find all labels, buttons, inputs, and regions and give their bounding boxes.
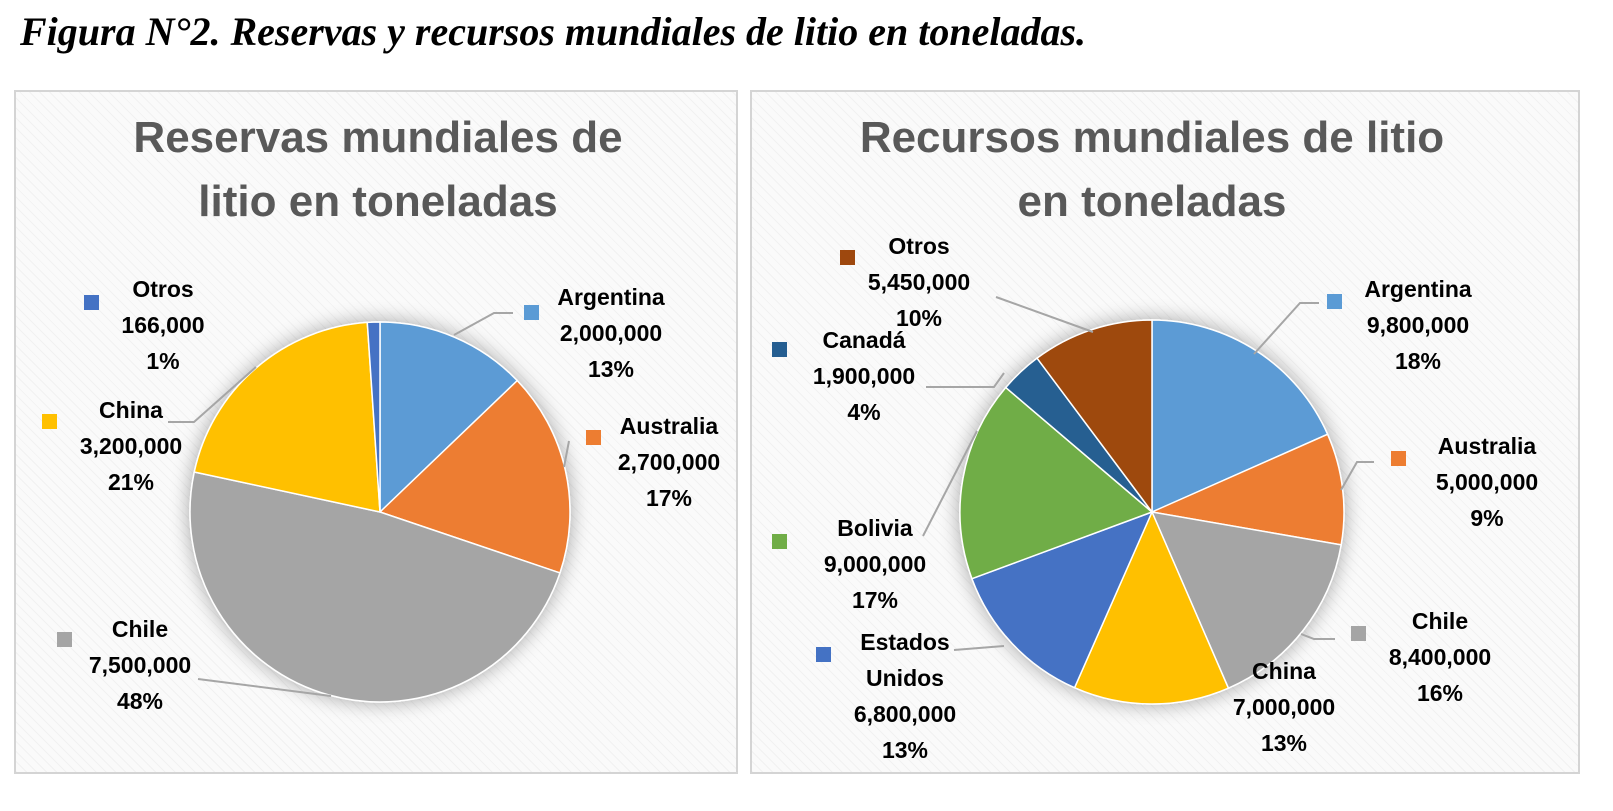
- chart-title-line: Reservas mundiales de: [133, 113, 622, 162]
- data-label-value-australia: 2,700,000: [618, 449, 720, 475]
- data-label-percent-argentina: 13%: [588, 356, 634, 382]
- data-label-name-estados-unidos: Unidos: [866, 665, 944, 691]
- legend-marker-china: [42, 414, 57, 429]
- data-label-percent-china: 21%: [108, 469, 154, 495]
- pie-slice-estados-unidos: [970, 510, 1154, 689]
- data-label-percent-china: 13%: [1261, 730, 1307, 756]
- leader-line-australia: [563, 440, 570, 468]
- chart-title-line: Recursos mundiales de litio: [860, 113, 1444, 162]
- data-label-percent-estados-unidos: 13%: [882, 737, 928, 763]
- leader-line-argentina: [1253, 302, 1319, 355]
- legend-marker-otros: [840, 250, 855, 265]
- legend-marker-australia: [586, 430, 601, 445]
- pie-slice-china: [1073, 510, 1230, 705]
- pie-slice-chile: [1150, 511, 1343, 690]
- chart-title-line: litio en toneladas: [198, 177, 557, 226]
- data-label-percent-australia: 9%: [1470, 505, 1503, 531]
- recursos-pie-chart: Recursos mundiales de litio en toneladas A…: [772, 113, 1538, 763]
- data-label-value-otros: 5,450,000: [868, 269, 970, 295]
- pie-slice-bolivia: [959, 386, 1154, 580]
- data-label-value-chile: 8,400,000: [1389, 644, 1491, 670]
- legend-marker-chile: [1351, 626, 1366, 641]
- legend-marker-estados-unidos: [816, 647, 831, 662]
- data-label-percent-chile: 16%: [1417, 680, 1463, 706]
- data-label-name-china: China: [99, 397, 163, 423]
- pie-slice-australia: [378, 379, 571, 574]
- data-label-name-otros: Otros: [888, 233, 949, 259]
- data-label-value-argentina: 9,800,000: [1367, 312, 1469, 338]
- reservas-chart-panel: Reservas mundiales de litio en toneladas A…: [14, 90, 738, 774]
- data-label-value-chile: 7,500,000: [89, 652, 191, 678]
- legend-marker-chile: [57, 632, 72, 647]
- legend-marker-argentina: [1327, 294, 1342, 309]
- data-label-value-argentina: 2,000,000: [560, 320, 662, 346]
- data-label-percent-chile: 48%: [117, 688, 163, 714]
- data-label-name-australia: Australia: [620, 413, 719, 439]
- figure-title: Figura N°2. Reservas y recursos mundiale…: [20, 9, 1087, 54]
- leader-line-canada: [926, 372, 1005, 388]
- data-label-name-australia: Australia: [1438, 433, 1537, 459]
- leader-line-bolivia: [922, 430, 978, 537]
- leader-line-estados-unidos: [953, 645, 1005, 651]
- data-label-name-canada: Canadá: [822, 327, 905, 353]
- data-label-percent-argentina: 18%: [1395, 348, 1441, 374]
- data-label-value-china: 3,200,000: [80, 433, 182, 459]
- data-label-name-chile: Chile: [1412, 608, 1468, 634]
- chart-title-line: en toneladas: [1018, 177, 1287, 226]
- leader-line-australia: [1340, 461, 1374, 491]
- pie-slice-otros: [366, 321, 381, 513]
- data-label-name-argentina: Argentina: [1364, 276, 1472, 302]
- leader-line-chile: [197, 678, 332, 697]
- data-label-value-china: 7,000,000: [1233, 694, 1335, 720]
- data-label-name-argentina: Argentina: [557, 284, 665, 310]
- recursos-chart-panel: Recursos mundiales de litio en toneladas A…: [750, 90, 1580, 774]
- leader-line-argentina: [453, 312, 513, 336]
- data-label-name-estados-unidos: Estados: [860, 629, 949, 655]
- pie-slice-argentina: [379, 321, 519, 514]
- data-label-percent-canada: 4%: [847, 399, 880, 425]
- data-label-value-otros: 166,000: [121, 312, 204, 338]
- legend-marker-canada: [772, 342, 787, 357]
- legend-marker-otros: [84, 295, 99, 310]
- data-label-name-otros: Otros: [132, 276, 193, 302]
- data-label-value-canada: 1,900,000: [813, 363, 915, 389]
- legend-marker-argentina: [524, 305, 539, 320]
- data-label-percent-otros: 1%: [146, 348, 179, 374]
- data-label-name-bolivia: Bolivia: [837, 515, 913, 541]
- data-label-percent-otros: 10%: [896, 305, 942, 331]
- legend-marker-bolivia: [772, 534, 787, 549]
- data-label-value-bolivia: 9,000,000: [824, 551, 926, 577]
- data-label-name-chile: Chile: [112, 616, 168, 642]
- reservas-pie-chart: Reservas mundiales de litio en toneladas A…: [42, 113, 720, 714]
- data-label-value-australia: 5,000,000: [1436, 469, 1538, 495]
- pie-slice-otros: [1036, 319, 1153, 515]
- data-label-value-estados-unidos: 6,800,000: [854, 701, 956, 727]
- data-label-percent-australia: 17%: [646, 485, 692, 511]
- leader-line-chile: [1300, 633, 1335, 640]
- leader-line-otros: [995, 296, 1094, 333]
- pie: [959, 319, 1345, 705]
- pie: [189, 321, 571, 703]
- legend-marker-australia: [1391, 451, 1406, 466]
- leader-line-china: [168, 366, 257, 423]
- data-label-percent-bolivia: 17%: [852, 587, 898, 613]
- data-label-name-china: China: [1252, 658, 1316, 684]
